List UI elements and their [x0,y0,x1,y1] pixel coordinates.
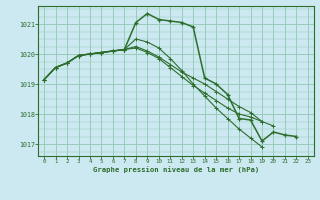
X-axis label: Graphe pression niveau de la mer (hPa): Graphe pression niveau de la mer (hPa) [93,167,259,173]
